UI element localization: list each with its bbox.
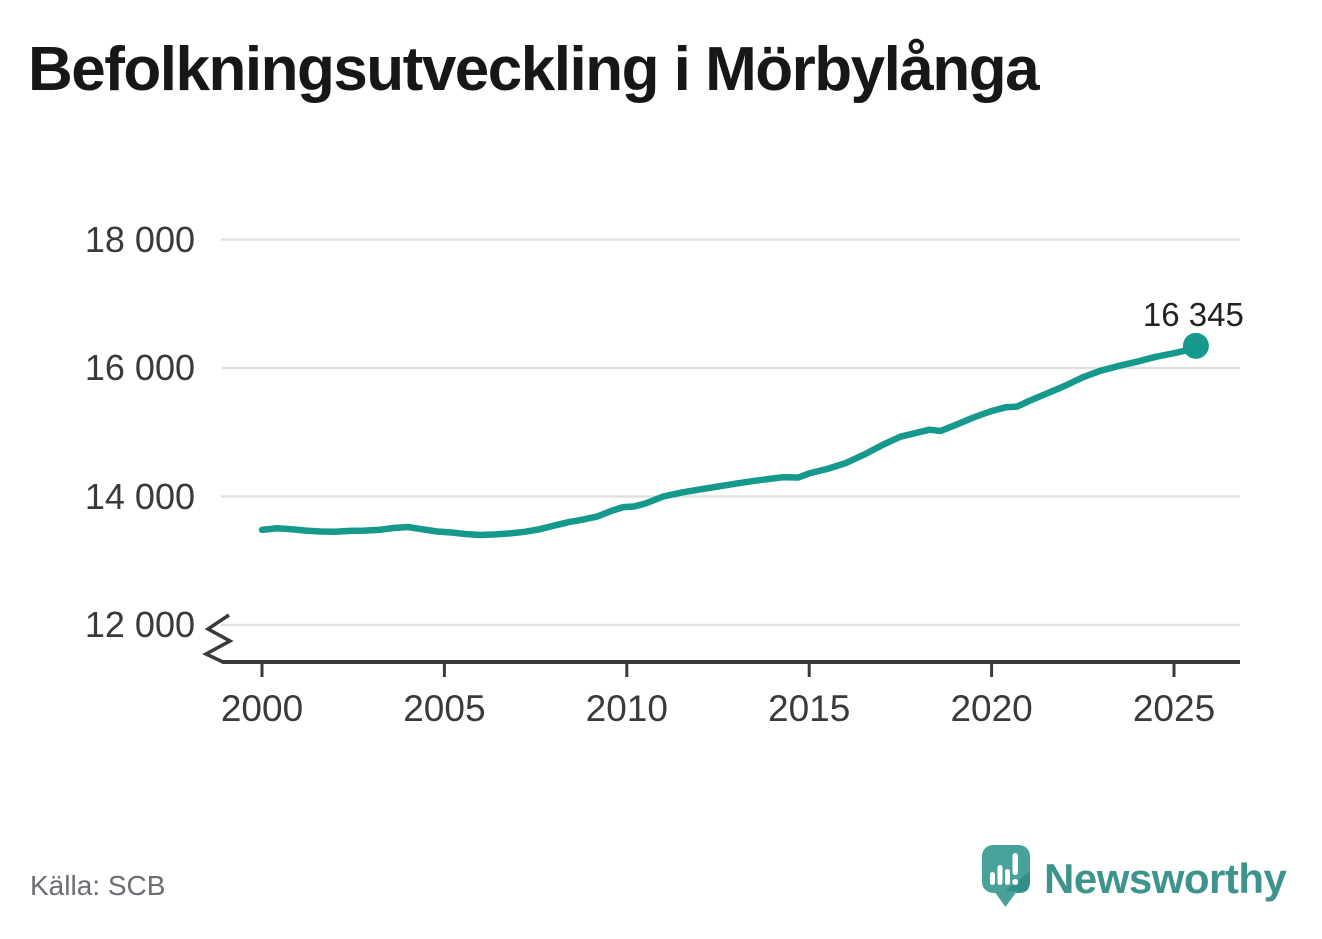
newsworthy-bubble-icon [982,845,1030,907]
gridlines [221,238,1240,627]
latest-value-dot [1182,332,1209,359]
x-axis [202,613,1240,677]
x-tick-label: 2000 [220,688,304,729]
y-tick-label: 18 000 [84,218,195,260]
newsworthy-wordmark: Newsworthy [1044,855,1287,902]
population-line-series [258,342,1200,539]
y-tick-label: 12 000 [84,604,195,645]
y-tick-label: 14 000 [84,475,195,517]
x-tick-marks [260,662,1176,677]
x-tick-label: 2010 [585,688,668,729]
source-credit: Källa: SCB [30,870,166,901]
page-title: Befolkningsutveckling i Mörbylånga [28,35,1040,104]
latest-value-label: 16 345 [1142,295,1244,333]
newsworthy-logo[interactable]: Newsworthy [978,842,1287,914]
y-tick-label: 16 000 [84,347,195,388]
x-tick-label: 2005 [403,688,486,729]
axis-break-icon [202,613,234,664]
x-tick-label: 2025 [1132,688,1216,729]
x-tick-label: 2020 [950,688,1033,729]
x-tick-label: 2015 [768,688,851,729]
